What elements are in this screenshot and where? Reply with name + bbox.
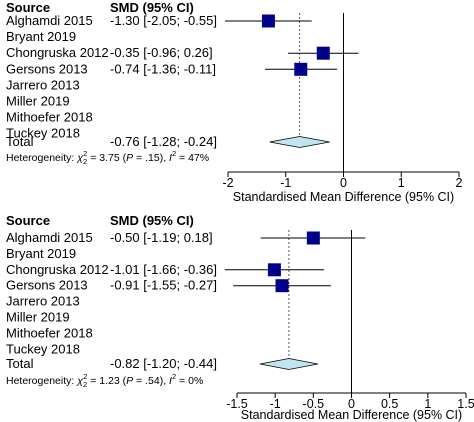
study-name: Chongruska 2012 xyxy=(6,262,109,277)
study-point-estimate-square xyxy=(294,62,308,76)
i-squared-symbol: I xyxy=(169,152,172,164)
study-point-estimate-square xyxy=(275,279,289,293)
column-header-smd: SMD (95% CI) xyxy=(110,0,194,15)
x-axis-tick-label: 2 xyxy=(456,176,463,190)
x-axis-tick-label: 1.5 xyxy=(457,397,474,411)
chi-square-df-subscript: 2 xyxy=(83,157,87,166)
pooled-estimate-diamond xyxy=(269,136,330,148)
total-label: Total xyxy=(6,356,34,371)
total-smd-ci-text: -0.76 [-1.28; -0.24] xyxy=(110,134,217,149)
heterogeneity-prefix: Heterogeneity: xyxy=(6,152,77,164)
x-axis-tick-label: 0.5 xyxy=(381,397,398,411)
x-axis-tick-label: 1 xyxy=(398,176,405,190)
pooled-estimate-diamond xyxy=(259,358,318,370)
study-name: Chongruska 2012 xyxy=(6,45,109,60)
chi-square-df-subscript: 2 xyxy=(83,380,87,389)
study-name: Miller 2019 xyxy=(6,94,70,109)
study-point-estimate-square xyxy=(261,14,275,28)
chi-square-value: = 3.75 ( xyxy=(87,152,126,164)
column-header-source: Source xyxy=(6,213,50,228)
total-smd-ci-text: -0.82 [-1.20; -0.44] xyxy=(110,356,217,371)
p-symbol: P xyxy=(126,375,133,387)
x-axis-tick-label: 0 xyxy=(348,397,355,411)
chi-square-superscript: 2 xyxy=(83,149,87,158)
study-smd-ci-text: -0.35 [-0.96; 0.26] xyxy=(110,45,213,60)
forest-panel-2: Source SMD (95% CI) Alghamdi 2015 -0.50 [-1… xyxy=(6,213,474,422)
chi-square-value: = 1.23 ( xyxy=(87,375,126,387)
i-squared-symbol: I xyxy=(169,375,172,387)
heterogeneity-statistic: Heterogeneity: χ22 = 3.75 (P = .15), I2 … xyxy=(6,149,209,166)
p-value: = .54), xyxy=(133,375,169,387)
study-name: Miller 2019 xyxy=(6,310,70,325)
study-smd-ci-text: -1.30 [-2.05; -0.55] xyxy=(110,13,217,28)
study-smd-ci-text: -1.01 [-1.66; -0.36] xyxy=(110,262,217,277)
study-name: Tuckey 2018 xyxy=(6,126,80,141)
p-value: = .15), xyxy=(133,152,169,164)
study-smd-ci-text: -0.50 [-1.19; 0.18] xyxy=(110,230,213,245)
forest-panel-1: Source SMD (95% CI) Alghamdi 2015 -1.30 [-2… xyxy=(6,0,463,204)
x-axis-tick-label: 0 xyxy=(340,176,347,190)
chi-square-symbol: χ xyxy=(76,152,83,164)
study-name: Bryant 2019 xyxy=(6,29,76,44)
study-name: Gersons 2013 xyxy=(6,278,88,293)
study-name: Tuckey 2018 xyxy=(6,341,80,356)
study-point-estimate-square xyxy=(316,46,330,60)
i-squared-value: = 47% xyxy=(176,152,209,164)
heterogeneity-prefix: Heterogeneity: xyxy=(6,375,77,387)
x-axis-title: Standardised Mean Difference (95% CI) xyxy=(241,408,462,422)
x-axis-tick-label: -2 xyxy=(222,176,233,190)
study-smd-ci-text: -0.91 [-1.55; -0.27] xyxy=(110,278,217,293)
x-axis-tick-label: -1 xyxy=(270,397,281,411)
heterogeneity-statistic: Heterogeneity: χ22 = 1.23 (P = .54), I2 … xyxy=(6,372,203,389)
x-axis-tick-label: -0.5 xyxy=(303,397,325,411)
study-name: Alghamdi 2015 xyxy=(6,230,93,245)
p-symbol: P xyxy=(126,152,133,164)
total-label: Total xyxy=(6,134,34,149)
i-squared-superscript: 2 xyxy=(172,372,176,381)
study-point-estimate-square xyxy=(267,263,281,277)
study-name: Bryant 2019 xyxy=(6,246,76,261)
study-point-estimate-square xyxy=(306,231,320,245)
i-squared-value: = 0% xyxy=(176,375,203,387)
study-name: Gersons 2013 xyxy=(6,61,88,76)
i-squared-superscript: 2 xyxy=(172,149,176,158)
study-smd-ci-text: -0.74 [-1.36; -0.11] xyxy=(110,61,216,76)
chi-square-symbol: χ xyxy=(76,375,83,387)
column-header-smd: SMD (95% CI) xyxy=(110,213,194,228)
study-name: Jarrero 2013 xyxy=(6,77,80,92)
study-name: Jarrero 2013 xyxy=(6,294,80,309)
study-name: Mithoefer 2018 xyxy=(6,110,93,125)
study-name: Alghamdi 2015 xyxy=(6,13,93,28)
column-header-source: Source xyxy=(6,0,50,15)
x-axis-tick-label: -1 xyxy=(280,176,291,190)
study-name: Mithoefer 2018 xyxy=(6,325,93,340)
x-axis-title: Standardised Mean Difference (95% CI) xyxy=(233,190,454,204)
x-axis-tick-label: 1 xyxy=(424,397,431,411)
x-axis-tick-label: -1.5 xyxy=(226,397,248,411)
chi-square-superscript: 2 xyxy=(83,372,87,381)
